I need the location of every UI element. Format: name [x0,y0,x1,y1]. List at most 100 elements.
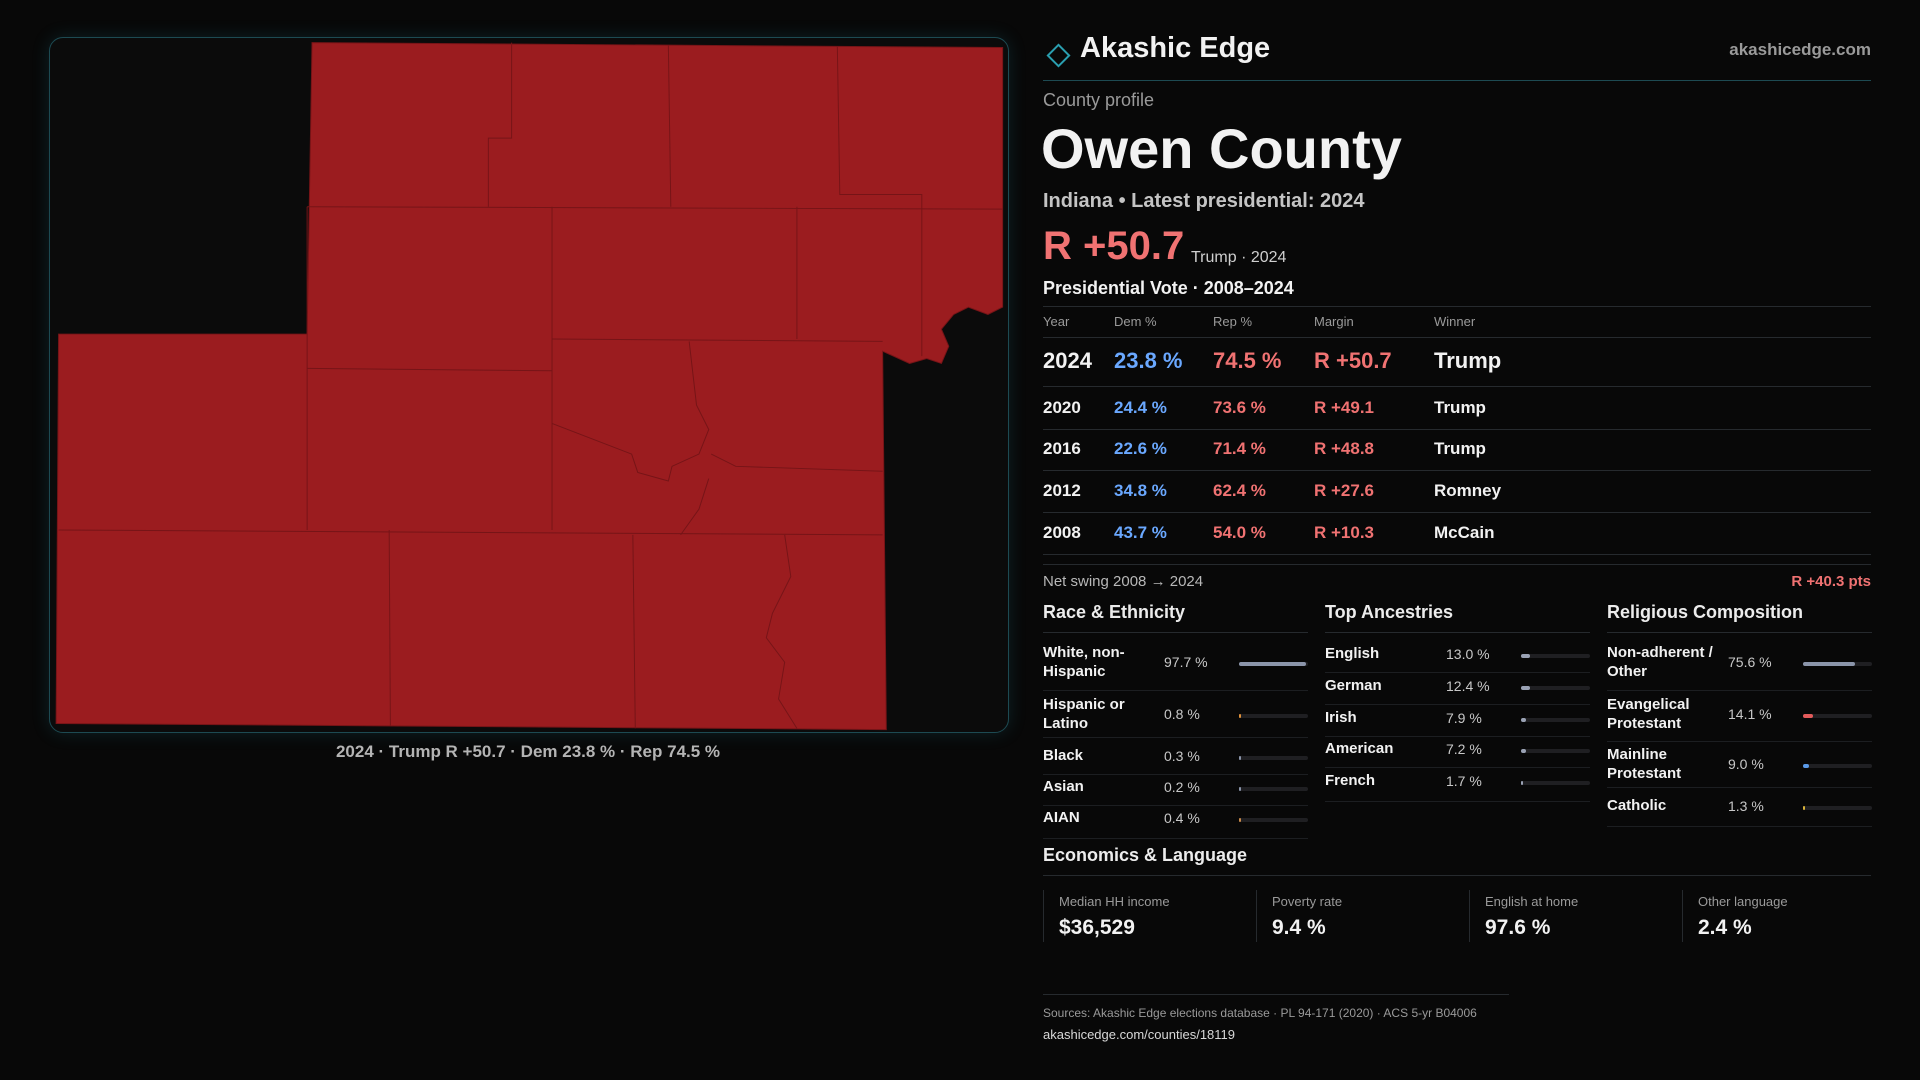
bar-track [1521,718,1590,722]
kicker: County profile [1043,90,1155,110]
bar-track [1803,662,1872,666]
table-cell: R +50.7 [1314,348,1392,373]
row-divider [1607,741,1872,742]
stat-label: English at home [1485,894,1579,909]
row-name: German [1325,677,1382,694]
row-divider [1043,737,1308,738]
row-name: American [1325,740,1394,757]
bar-track [1239,662,1308,666]
row-value: 14.1 % [1728,706,1772,722]
column-header: Winner [1434,314,1476,329]
map-caption: 2024 · Trump R +50.7 · Dem 23.8 % · Rep … [335,742,721,761]
row-value: 7.9 % [1446,710,1482,726]
row-divider [1043,690,1308,691]
bar-track [1239,756,1308,760]
headline-margin: R +50.7 [1043,224,1185,268]
column-header: Margin [1314,314,1354,329]
row-name: White, non-Hispanic [1043,644,1125,680]
stat-label: Poverty rate [1272,894,1343,909]
table-cell: 23.8 % [1114,348,1183,373]
bar [1803,764,1810,768]
stat-label: Other language [1698,894,1788,909]
table-cell: R +49.1 [1314,398,1375,417]
county-shape [55,42,1004,731]
source-link[interactable]: akashicedge.com/counties/18119 [1043,1027,1235,1042]
bar-track [1803,806,1872,810]
stat-card: Poverty rate 9.4 % [1256,890,1342,942]
panel-title: Race & Ethnicity [1043,602,1186,622]
row-divider [1325,767,1590,768]
row-divider [1325,704,1590,705]
bar [1803,806,1805,810]
table-cell: McCain [1434,523,1495,542]
bar-track [1521,749,1590,753]
bar [1239,756,1241,760]
stat-card: Median HH income $36,529 [1043,890,1170,942]
column-header: Dem % [1114,314,1157,329]
row-name: AIAN [1043,809,1080,826]
row-divider [1043,804,1308,806]
row-divider [1325,672,1590,673]
row-value: 0.2 % [1164,779,1200,795]
table-cell: R +48.8 [1314,439,1375,458]
bar-track [1521,686,1590,690]
panel-title: Religious Composition [1607,602,1803,622]
row-name: Asian [1043,778,1084,795]
bar [1239,662,1307,666]
row-value: 9.0 % [1728,756,1764,772]
bar [1521,718,1527,722]
bar [1239,787,1241,791]
table-cell: 73.6 % [1213,398,1266,417]
row-value: 1.3 % [1728,798,1764,814]
bar-track [1521,654,1590,658]
table-cell: 62.4 % [1213,481,1266,500]
table-cell: 2008 [1043,523,1081,542]
map-panel [49,37,1009,733]
table-cell: 2024 [1043,348,1092,373]
row-divider [1043,386,1871,387]
table-title: Presidential Vote · 2008–2024 [1043,278,1294,298]
bar [1521,686,1530,690]
row-value: 12.4 % [1446,678,1490,694]
stat-value: 2.4 % [1698,916,1752,939]
bar-track [1803,764,1872,768]
table-cell: 24.4 % [1114,398,1167,417]
row-name: Black [1043,747,1084,764]
row-divider [1043,773,1308,775]
row-divider [1043,512,1871,513]
bar [1239,818,1241,822]
row-name: English [1325,645,1380,662]
row-name: Catholic [1607,797,1667,814]
stat-value: 97.6 % [1485,916,1551,939]
bar [1521,749,1526,753]
row-divider [1043,429,1871,430]
panel-divider [1325,632,1590,633]
logo [1046,43,1071,68]
row-divider [1043,470,1871,471]
table-cell: Trump [1434,348,1502,373]
swing-label: Net swing 2008 → 2024 [1043,573,1204,590]
bar [1803,714,1813,718]
row-value: 0.8 % [1164,706,1200,722]
table-cell: 22.6 % [1114,439,1167,458]
brand-site[interactable]: akashicedge.com [1729,40,1871,59]
column-header: Year [1043,314,1070,329]
stat-card: English at home 97.6 % [1469,890,1578,942]
bar [1521,781,1523,785]
row-name: Mainline Protestant [1607,746,1682,782]
row-divider [1607,787,1872,788]
table-cell: 71.4 % [1213,439,1266,458]
table-cell: 2020 [1043,398,1081,417]
county-title: Owen County [1041,117,1402,180]
row-value: 13.0 % [1446,646,1490,662]
row-value: 97.7 % [1164,654,1208,670]
table-cell: 2012 [1043,481,1081,500]
row-value: 1.7 % [1446,773,1482,789]
table-cell: 2016 [1043,439,1081,458]
row-divider [1325,735,1590,737]
row-divider [1325,801,1590,802]
headline-note: Trump · 2024 [1191,249,1287,266]
table-cell: Trump [1434,398,1486,417]
row-value: 0.4 % [1164,810,1200,826]
